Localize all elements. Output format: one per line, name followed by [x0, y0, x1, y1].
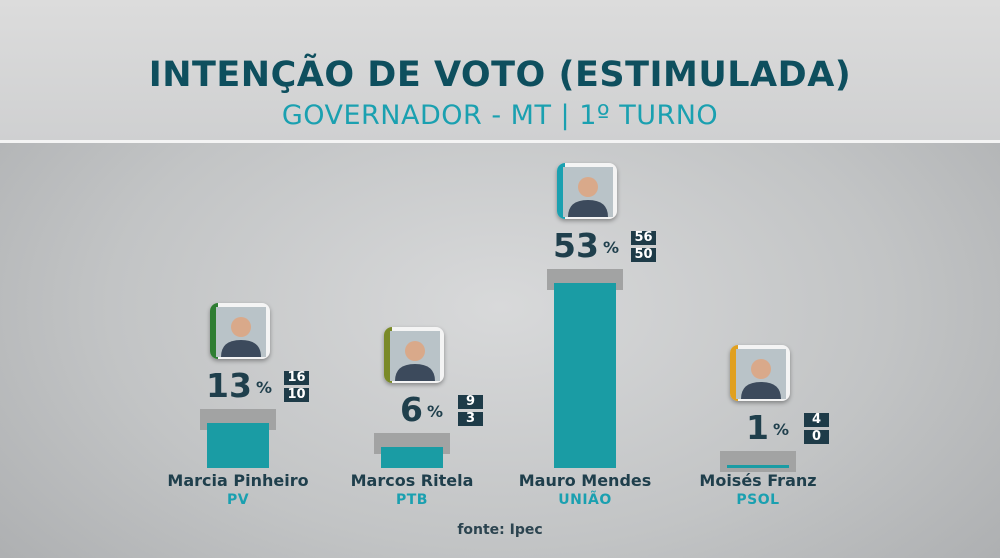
candidate-photo — [210, 302, 270, 359]
candidate-photo — [384, 327, 444, 383]
lower-bound-badge: 50 — [631, 247, 656, 262]
percent-label: 13% — [206, 369, 272, 402]
lower-bound-badge: 10 — [284, 387, 309, 402]
photo-accent — [210, 302, 218, 359]
bar-2 — [381, 447, 443, 468]
chart-subtitle: GOVERNADOR - MT | 1º TURNO — [281, 100, 719, 131]
candidate-name: Marcia Pinheiro — [167, 471, 309, 490]
person-icon — [563, 166, 613, 217]
percent-value: 53 — [553, 225, 599, 265]
percent-value: 13 — [206, 365, 252, 405]
party-label: PV — [226, 492, 250, 508]
candidate-photo — [557, 162, 617, 219]
upper-bound-badge: 16 — [284, 370, 309, 385]
percent-symbol: % — [426, 402, 443, 421]
person-icon — [216, 306, 266, 357]
candidate-name: Marcos Ritela — [350, 471, 474, 490]
person-icon — [390, 331, 440, 381]
bar-1 — [207, 422, 269, 468]
percent-symbol: % — [772, 419, 789, 439]
party-label: PTB — [396, 492, 428, 508]
party-label: UNIÃO — [558, 492, 612, 508]
source-label: fonte: Ipec — [457, 522, 543, 538]
bar-4 — [727, 464, 789, 468]
party-label: PSOL — [736, 492, 780, 508]
upper-bound-badge: 4 — [804, 412, 829, 427]
percent-label: 1% — [746, 411, 789, 444]
candidate-name: Mauro Mendes — [518, 471, 652, 490]
person-icon — [736, 348, 786, 399]
photo-accent — [384, 327, 392, 383]
upper-bound-badge: 9 — [458, 395, 483, 409]
percent-label: 53% — [553, 229, 619, 262]
lower-bound-badge: 0 — [804, 429, 829, 444]
percent-symbol: % — [602, 237, 619, 257]
upper-bound-badge: 56 — [631, 230, 656, 245]
percent-symbol: % — [255, 377, 272, 397]
candidate-photo — [730, 344, 790, 401]
header: INTENÇÃO DE VOTO (ESTIMULADA) GOVERNADOR… — [0, 0, 1000, 143]
lower-bound-badge: 3 — [458, 412, 483, 426]
candidate-name: Moisés Franz — [699, 471, 817, 490]
margin-cap — [720, 450, 796, 472]
percent-label: 6% — [400, 393, 443, 426]
percent-value: 1 — [746, 407, 769, 447]
photo-accent — [557, 162, 565, 219]
bar-3 — [554, 282, 616, 468]
chart-title: INTENÇÃO DE VOTO (ESTIMULADA) — [148, 55, 852, 95]
percent-value: 6 — [400, 390, 423, 429]
photo-accent — [730, 344, 738, 401]
